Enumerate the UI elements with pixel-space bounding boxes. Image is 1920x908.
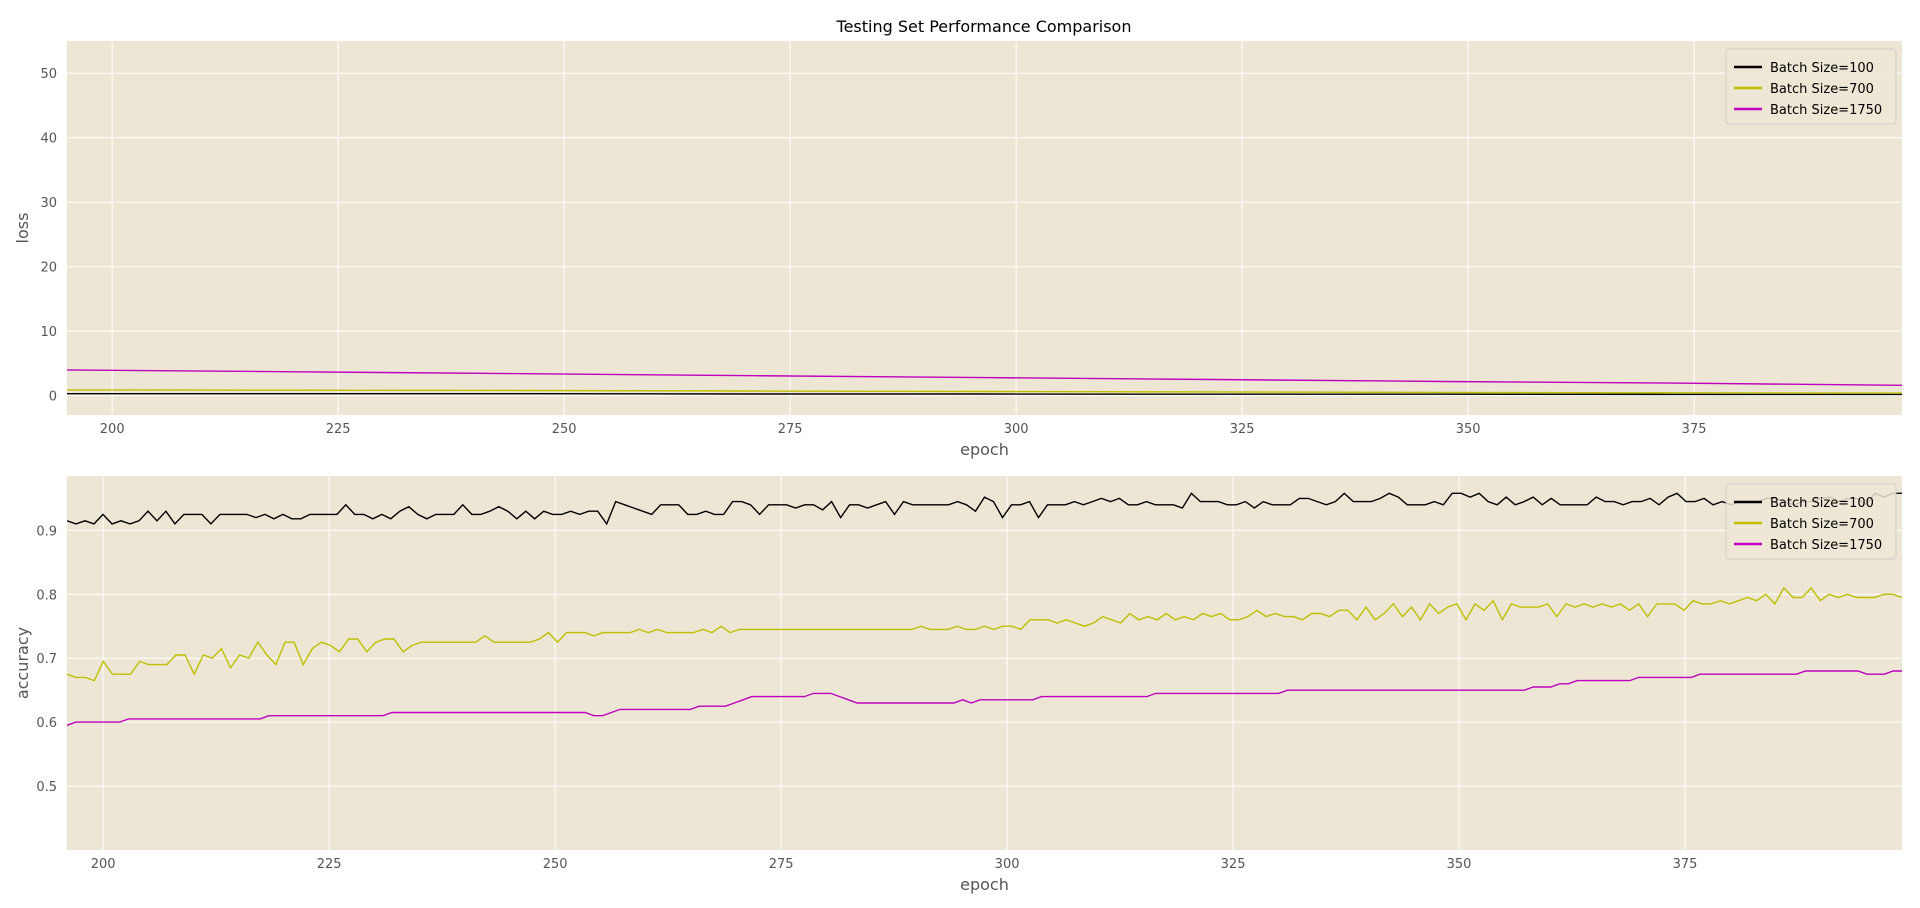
x-tick-label: 300 [1004, 422, 1029, 437]
y-tick-label: 0.6 [36, 716, 57, 731]
y-tick-label: 0 [49, 390, 57, 405]
series-line [67, 586, 1902, 682]
x-tick-label: 350 [1447, 857, 1472, 872]
series-line [67, 492, 1902, 526]
x-tick-label: 225 [317, 857, 342, 872]
x-tick-label: 325 [1221, 857, 1246, 872]
x-tick-label: 375 [1682, 422, 1707, 437]
x-tick-label: 300 [995, 857, 1020, 872]
legend-box [1725, 483, 1897, 560]
y-tick-label: 50 [40, 67, 57, 82]
x-tick-label: 200 [91, 857, 116, 872]
accuracy-panel: 200 225 250 275 300 325 350 375 0.5 0.6 0.7 0.8 0.9 e… [13, 476, 1902, 894]
accuracy-legend: Batch Size=100 Batch Size=700 Batch Size=1… [1725, 483, 1897, 560]
legend-label: Batch Size=700 [1770, 82, 1874, 97]
y-tick-label: 0.8 [36, 588, 57, 603]
chart-title: Testing Set Performance Comparison [836, 17, 1132, 36]
x-tick-label: 350 [1456, 422, 1481, 437]
legend-label: Batch Size=700 [1770, 517, 1874, 532]
series-line [67, 670, 1902, 726]
y-tick-label: 10 [40, 325, 57, 340]
y-tick-label: 0.5 [36, 780, 57, 795]
loss-panel: 200 225 250 275 300 325 350 375 0 10 20 30 40 50 epoch… [13, 41, 1902, 459]
x-tick-label: 275 [769, 857, 794, 872]
series-line [67, 369, 1902, 386]
x-tick-label: 250 [543, 857, 568, 872]
series-line [67, 389, 1902, 394]
x-tick-label: 200 [100, 422, 125, 437]
loss-series-group [67, 369, 1902, 396]
x-tick-label: 375 [1673, 857, 1698, 872]
y-tick-label: 30 [40, 196, 57, 211]
loss-legend: Batch Size=100 Batch Size=700 Batch Size=1… [1725, 48, 1897, 125]
x-tick-label: 250 [552, 422, 577, 437]
accuracy-plot-area [67, 476, 1902, 850]
legend-label: Batch Size=100 [1770, 496, 1874, 511]
accuracy-x-axis-label: epoch [960, 875, 1009, 894]
legend-label: Batch Size=100 [1770, 61, 1874, 76]
loss-x-axis-label: epoch [960, 440, 1009, 459]
series-line [67, 393, 1902, 396]
legend-label: Batch Size=1750 [1770, 538, 1882, 553]
x-tick-label: 275 [778, 422, 803, 437]
x-tick-label: 325 [1230, 422, 1255, 437]
accuracy-series-group [67, 492, 1902, 726]
accuracy-y-axis-label: accuracy [13, 627, 32, 699]
y-tick-label: 0.9 [36, 524, 57, 539]
x-tick-label: 225 [326, 422, 351, 437]
legend-label: Batch Size=1750 [1770, 103, 1882, 118]
legend-box [1725, 48, 1897, 125]
loss-plot-area [67, 41, 1902, 415]
loss-y-axis-label: loss [13, 213, 32, 244]
y-tick-label: 40 [40, 132, 57, 147]
y-tick-label: 0.7 [36, 652, 57, 667]
y-tick-label: 20 [40, 261, 57, 276]
